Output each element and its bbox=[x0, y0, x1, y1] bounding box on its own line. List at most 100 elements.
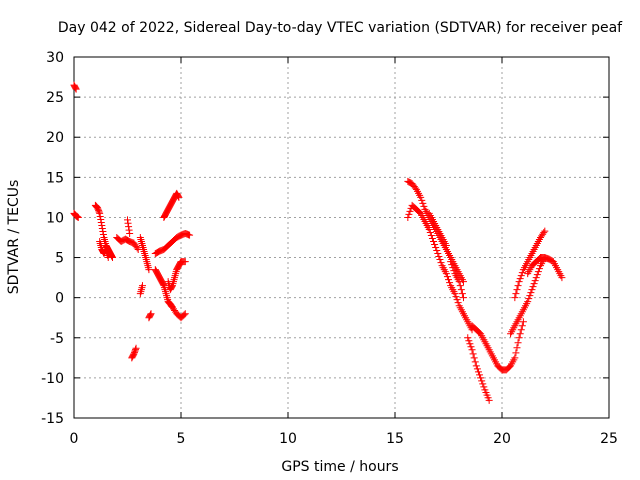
data-series bbox=[70, 81, 566, 404]
data-point bbox=[428, 235, 436, 243]
data-point bbox=[470, 354, 478, 362]
data-segment-8 bbox=[136, 282, 146, 298]
data-point bbox=[535, 265, 543, 273]
data-point bbox=[515, 278, 523, 286]
data-point bbox=[526, 292, 534, 300]
data-point bbox=[524, 298, 532, 306]
data-point bbox=[532, 274, 540, 282]
data-point bbox=[451, 290, 459, 298]
data-point bbox=[97, 215, 105, 223]
data-point bbox=[465, 337, 473, 345]
data-point bbox=[511, 294, 519, 302]
data-point bbox=[534, 268, 542, 276]
data-segment-7 bbox=[136, 234, 153, 274]
data-point bbox=[528, 286, 536, 294]
data-point bbox=[517, 326, 525, 334]
data-point bbox=[132, 346, 140, 354]
data-segment-10 bbox=[151, 229, 194, 258]
x-tick-label: 20 bbox=[493, 431, 511, 447]
data-point bbox=[516, 330, 524, 338]
data-segment-0 bbox=[70, 81, 80, 93]
data-point bbox=[147, 310, 155, 318]
data-point bbox=[108, 253, 116, 261]
data-point bbox=[406, 207, 414, 215]
data-point bbox=[517, 272, 525, 280]
data-segment-20 bbox=[507, 254, 549, 338]
data-point bbox=[180, 311, 188, 319]
data-point bbox=[443, 273, 451, 281]
data-point bbox=[456, 282, 464, 290]
data-segment-18 bbox=[464, 334, 493, 404]
data-point bbox=[480, 383, 488, 391]
data-point bbox=[420, 202, 428, 210]
data-point bbox=[124, 216, 131, 224]
x-tick-label: 5 bbox=[177, 431, 186, 447]
data-segment-11 bbox=[151, 266, 189, 322]
data-point bbox=[518, 269, 526, 277]
x-tick-label: 0 bbox=[70, 431, 79, 447]
data-point bbox=[479, 380, 487, 388]
y-tick-label: -10 bbox=[41, 371, 64, 387]
data-point bbox=[126, 229, 134, 237]
data-point bbox=[437, 259, 445, 267]
data-point bbox=[513, 344, 521, 352]
data-point bbox=[133, 244, 141, 252]
data-point bbox=[541, 227, 549, 235]
data-segment-22 bbox=[524, 254, 566, 282]
data-point bbox=[405, 210, 413, 218]
data-point bbox=[514, 282, 522, 290]
data-point bbox=[478, 377, 486, 385]
data-point bbox=[450, 267, 458, 275]
data-point bbox=[452, 293, 460, 301]
data-point bbox=[418, 196, 426, 204]
data-point bbox=[442, 242, 450, 250]
grid bbox=[74, 57, 609, 418]
data-segment-16 bbox=[425, 209, 450, 250]
data-point bbox=[175, 193, 183, 201]
data-point bbox=[124, 219, 132, 227]
data-point bbox=[514, 339, 522, 347]
data-point bbox=[453, 296, 461, 304]
data-point bbox=[448, 261, 456, 269]
data-segment-15 bbox=[404, 201, 476, 334]
data-point bbox=[533, 271, 541, 279]
data-point bbox=[476, 371, 484, 379]
data-segment-4 bbox=[113, 234, 142, 254]
data-point bbox=[459, 294, 467, 302]
data-point bbox=[446, 279, 454, 287]
data-point bbox=[455, 278, 463, 286]
data-segment-17 bbox=[447, 258, 467, 302]
x-tick-label: 15 bbox=[386, 431, 404, 447]
data-point bbox=[138, 282, 146, 290]
data-point bbox=[466, 340, 474, 348]
data-point bbox=[99, 230, 107, 238]
data-point bbox=[454, 299, 462, 307]
data-point bbox=[426, 228, 434, 236]
data-point bbox=[449, 264, 457, 272]
data-point bbox=[485, 396, 493, 404]
data-point bbox=[431, 241, 439, 249]
data-point bbox=[447, 258, 455, 266]
data-point bbox=[181, 258, 189, 266]
data-point bbox=[97, 218, 105, 226]
data-segment-5 bbox=[124, 216, 134, 237]
y-tick-label: 5 bbox=[55, 251, 64, 267]
data-point bbox=[529, 283, 537, 291]
data-point bbox=[468, 346, 476, 354]
plot-frame bbox=[73, 56, 610, 419]
data-point bbox=[474, 368, 482, 376]
data-point bbox=[472, 362, 480, 370]
data-point bbox=[96, 212, 104, 220]
data-point bbox=[132, 344, 140, 352]
data-point bbox=[511, 354, 519, 362]
data-point bbox=[525, 295, 533, 303]
data-point bbox=[540, 229, 548, 237]
data-point bbox=[74, 213, 82, 221]
data-point bbox=[98, 224, 106, 232]
data-point bbox=[174, 192, 182, 200]
data-point bbox=[458, 290, 466, 298]
x-axis-label: GPS time / hours bbox=[281, 459, 398, 475]
data-point bbox=[531, 277, 539, 285]
y-axis-label: SDTVAR / TECUs bbox=[6, 180, 22, 295]
